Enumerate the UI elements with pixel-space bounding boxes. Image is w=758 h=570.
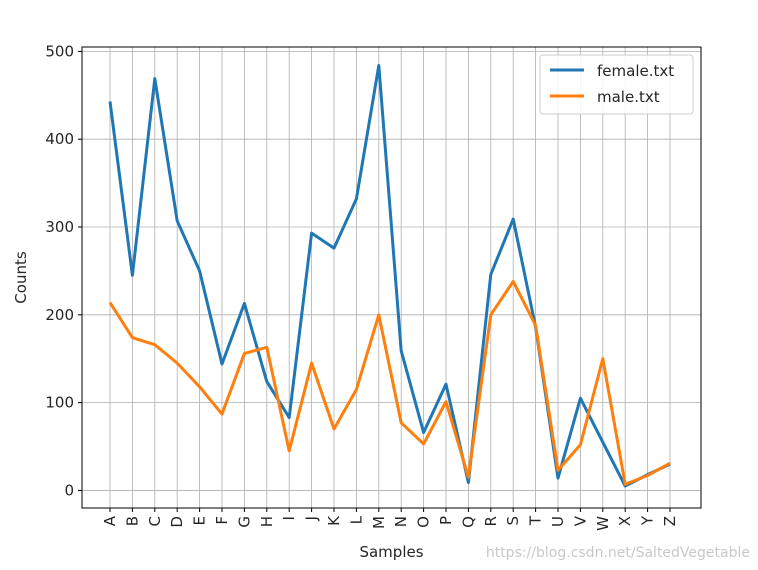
plot-area-frame	[81, 46, 702, 509]
x-tick-label: C	[146, 516, 164, 526]
x-tick-label: I	[280, 516, 298, 520]
x-tick-label: X	[616, 516, 634, 526]
legend-label-male: male.txt	[597, 88, 660, 106]
x-tick-label: V	[571, 515, 589, 526]
x-tick-label: J	[303, 516, 321, 521]
x-tick-label: W	[594, 516, 612, 531]
x-tick-label: S	[504, 516, 522, 526]
y-axis-label: Counts	[12, 251, 30, 304]
x-tick-label: P	[437, 516, 455, 525]
grid-lines	[82, 47, 701, 508]
y-tick-labels: 0 100 200 300 400 500	[45, 42, 74, 499]
x-tick-label: T	[527, 515, 545, 526]
x-axis-label: Samples	[359, 543, 423, 561]
series-line-female	[108, 63, 671, 488]
x-tick-label: L	[347, 515, 365, 524]
x-tick-label: Y	[639, 515, 657, 526]
axis-ticks	[78, 50, 671, 512]
x-tick-label: Q	[459, 516, 477, 528]
x-tick-label: U	[549, 516, 567, 527]
x-tick-label: A	[101, 515, 119, 526]
y-tick-label: 0	[64, 481, 74, 499]
x-tick-label: M	[370, 516, 388, 529]
x-tick-label: N	[392, 516, 410, 527]
y-tick-label: 400	[45, 130, 74, 148]
x-tick-label: Z	[661, 516, 679, 526]
y-tick-label: 500	[45, 42, 74, 60]
x-tick-label: B	[123, 516, 141, 526]
series-line-male	[108, 279, 671, 486]
y-tick-label: 300	[45, 218, 74, 236]
y-tick-label: 100	[45, 394, 74, 412]
x-tick-label: G	[235, 516, 253, 528]
watermark: https://blog.csdn.net/SaltedVegetable	[486, 545, 750, 561]
y-tick-label: 200	[45, 306, 74, 324]
x-tick-label: O	[415, 516, 433, 528]
x-tick-label: H	[258, 516, 276, 527]
x-tick-label: E	[191, 516, 209, 525]
x-tick-label: F	[213, 516, 231, 525]
legend: female.txt male.txt	[539, 54, 694, 115]
x-tick-label: D	[168, 516, 186, 528]
x-tick-label: R	[482, 516, 500, 526]
legend-label-female: female.txt	[597, 62, 674, 80]
x-tick-label: K	[325, 515, 343, 526]
series-lines	[108, 63, 671, 488]
